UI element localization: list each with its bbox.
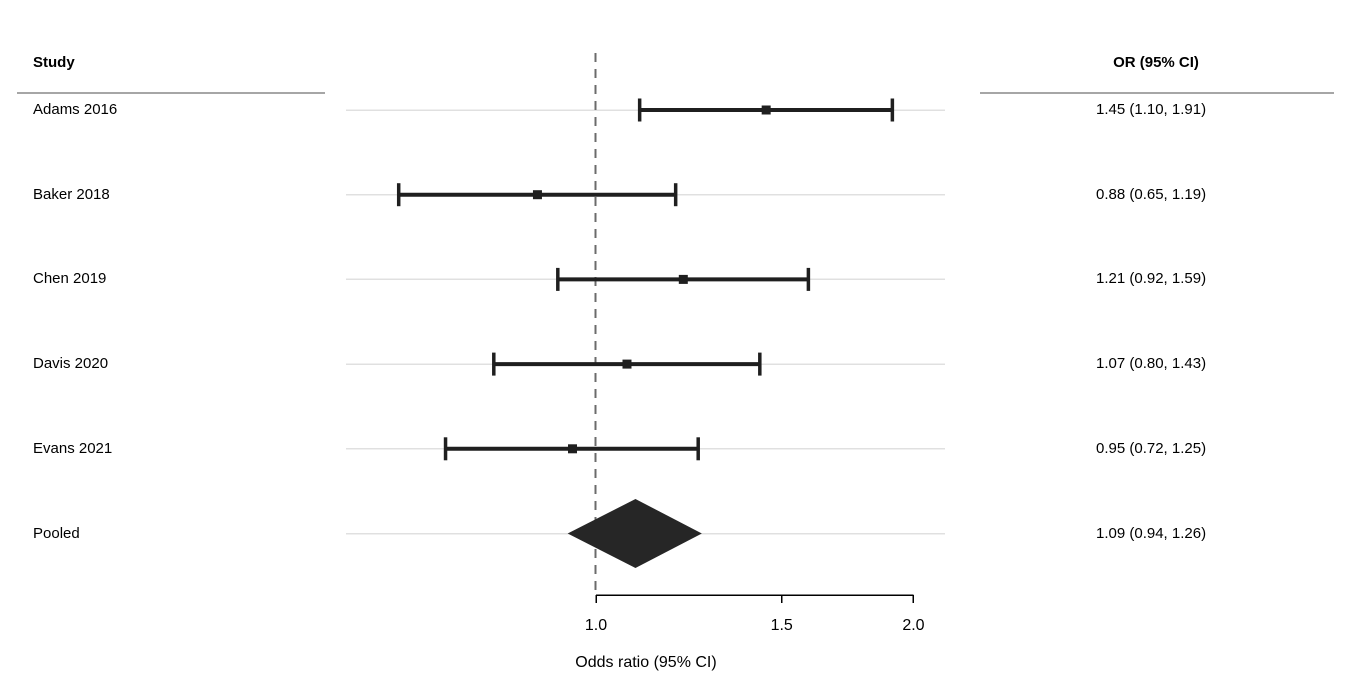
study-label: Adams 2016: [33, 101, 118, 118]
or-value: 1.09 (0.94, 1.26): [1096, 524, 1207, 542]
x-axis-title: Odds ratio (95% CI): [575, 654, 717, 671]
or-value: 1.21 (0.92, 1.59): [1096, 270, 1207, 288]
point-estimate-marker: [532, 190, 542, 200]
or-value: 1.45 (1.10, 1.91): [1096, 101, 1207, 118]
x-tick-label: 1.0: [585, 617, 607, 634]
point-estimate-marker: [622, 359, 632, 369]
or-value: 0.88 (0.65, 1.19): [1096, 185, 1207, 203]
x-tick-label: 1.5: [771, 617, 793, 634]
study-label: Chen 2019: [33, 270, 107, 288]
point-estimate-marker: [678, 274, 688, 284]
point-estimate-marker: [568, 444, 578, 454]
study-label: Davis 2020: [33, 355, 109, 373]
column-header-study: Study: [33, 54, 75, 71]
or-value: 1.07 (0.80, 1.43): [1096, 355, 1207, 373]
column-header-or: OR (95% CI): [1113, 54, 1199, 71]
study-label: Pooled: [33, 524, 80, 542]
study-label: Baker 2018: [33, 185, 110, 203]
header-rule-right: [980, 92, 1334, 94]
point-estimate-marker: [761, 105, 771, 115]
pooled-diamond: [567, 499, 702, 568]
or-value: 0.95 (0.72, 1.25): [1096, 439, 1207, 457]
study-label: Evans 2021: [33, 439, 113, 457]
header-rule-left: [17, 92, 325, 94]
x-tick-label: 2.0: [902, 617, 924, 634]
